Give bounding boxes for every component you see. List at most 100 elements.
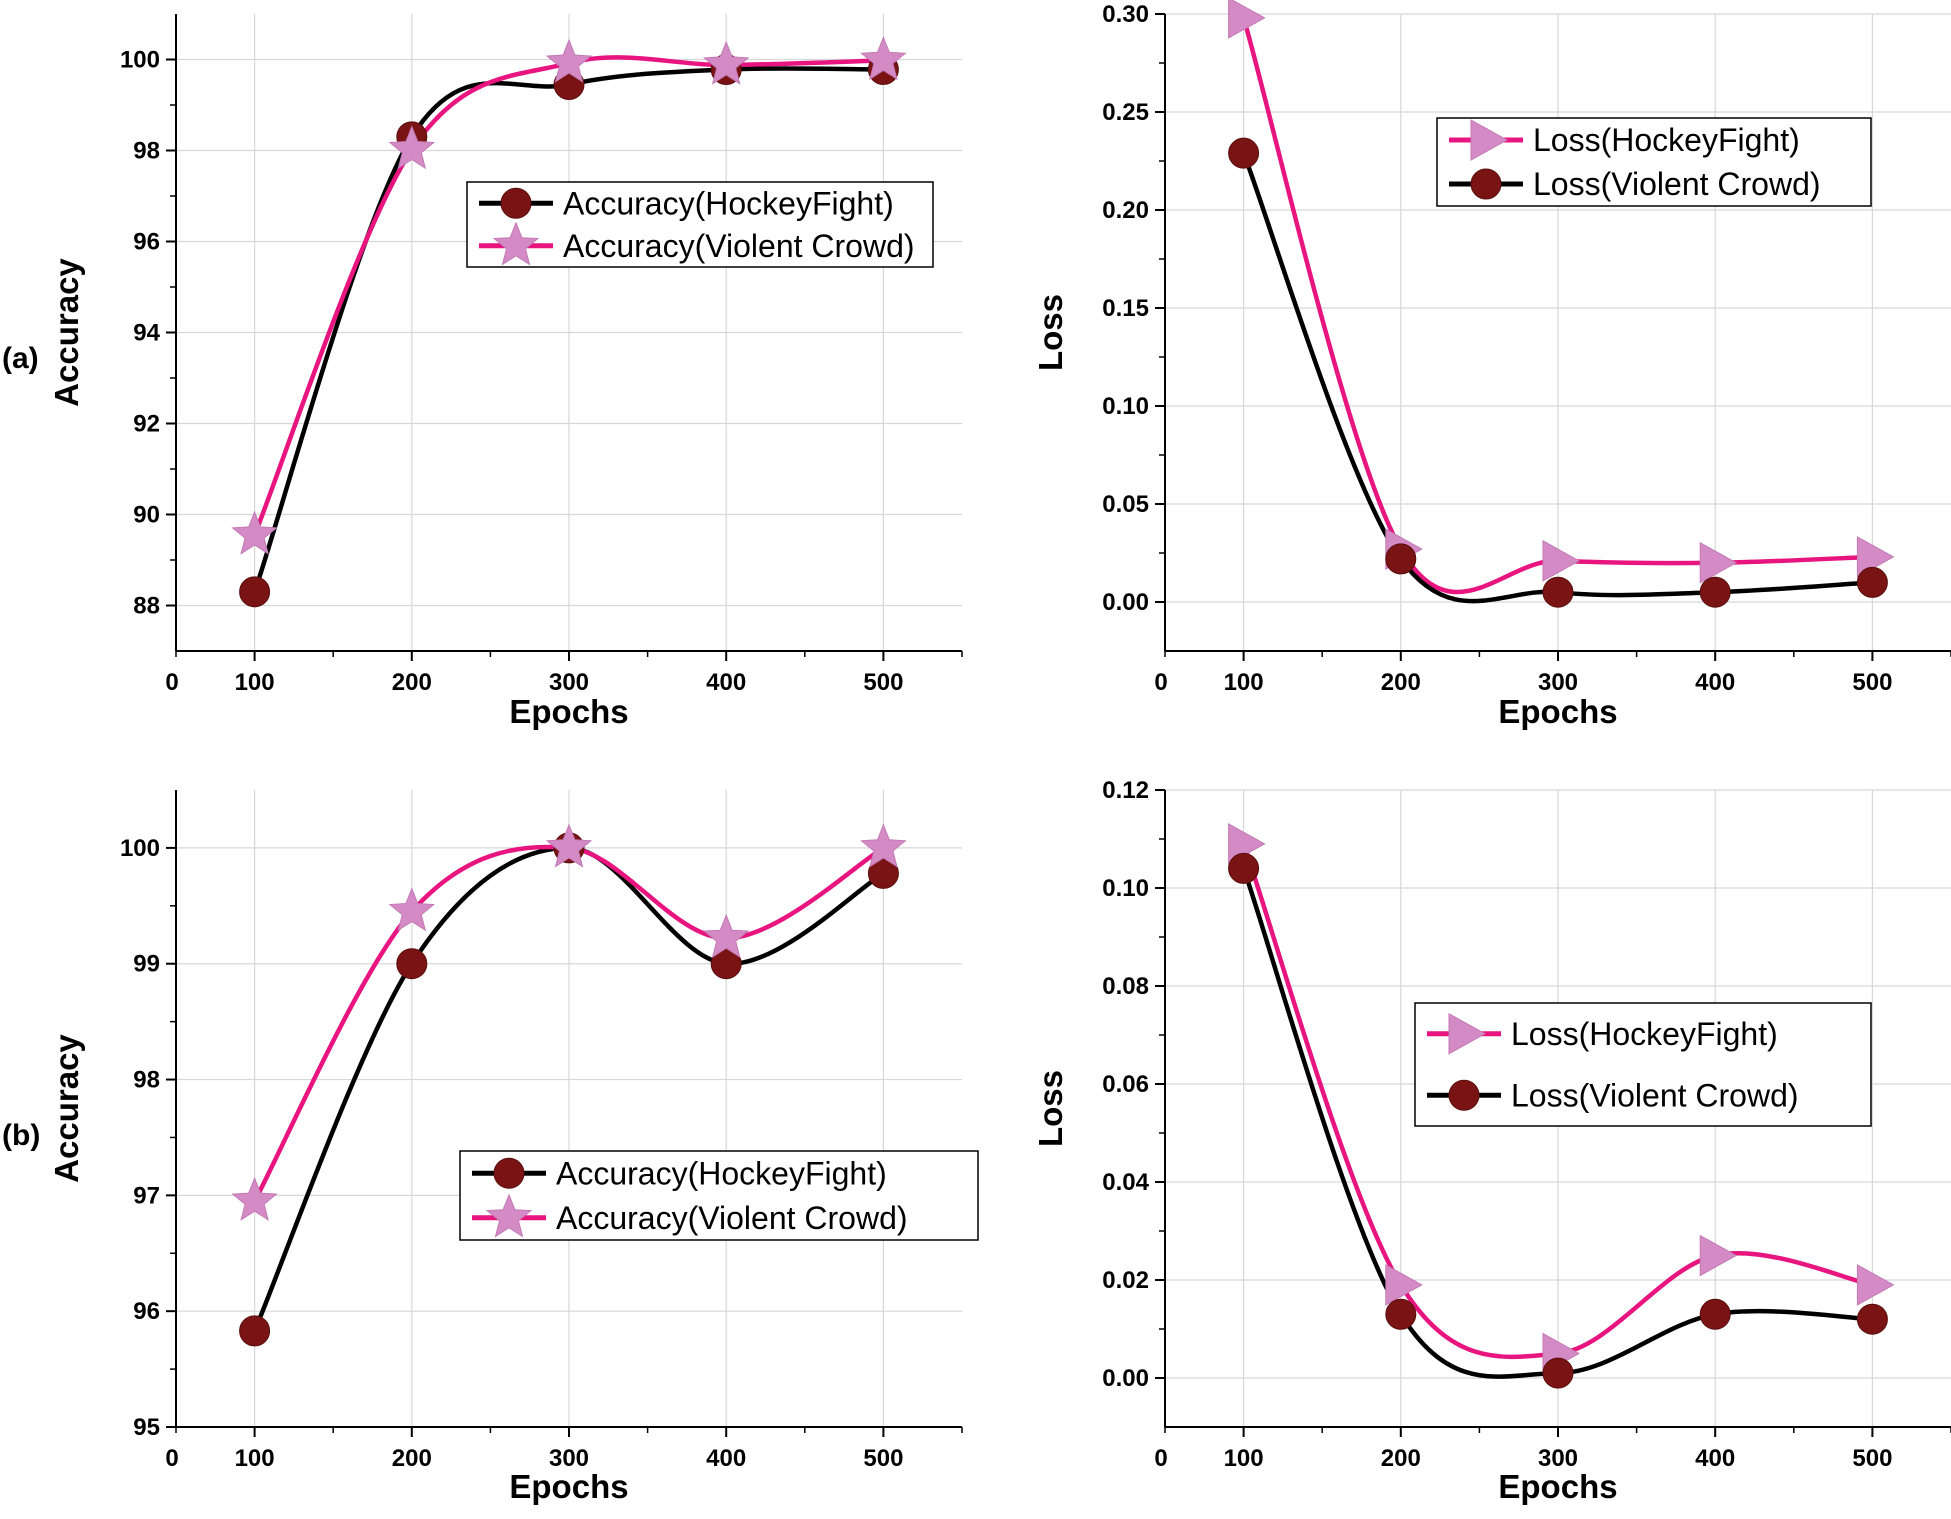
legend-marker (493, 1157, 525, 1189)
data-point (239, 1315, 271, 1347)
data-point (1228, 852, 1260, 884)
x-tick-label: 100 (1224, 669, 1264, 696)
x-tick-label: 200 (1381, 1445, 1421, 1472)
x-tick-label: 300 (549, 669, 589, 696)
row-label-b: (b) (2, 1119, 40, 1152)
x-axis-title: Epochs (1498, 693, 1617, 730)
x-tick-label: 500 (1852, 669, 1892, 696)
y-axis-title: Accuracy (48, 1034, 85, 1183)
y-tick-label: 92 (133, 411, 160, 438)
legend-marker (1448, 1079, 1480, 1111)
y-tick-label: 0.04 (1102, 1169, 1149, 1196)
legend-box (466, 181, 934, 268)
y-tick-label: 0.05 (1102, 491, 1149, 518)
legend-marker (1448, 1012, 1487, 1055)
legend-marker (485, 1193, 533, 1238)
x-axis-title: Epochs (509, 1468, 628, 1505)
data-point (388, 125, 435, 170)
series-line-2 (252, 55, 884, 536)
y-tick-label: 0.20 (1102, 197, 1149, 224)
legend-entry-label: Loss(Violent Crowd) (1533, 166, 1821, 202)
data-point (860, 36, 907, 81)
series-line-1 (252, 845, 885, 1332)
y-tick-label: 0.08 (1102, 973, 1149, 1000)
data-point (1228, 137, 1260, 169)
y-tick-label: 100 (120, 47, 160, 74)
x-origin-label: 0 (165, 1445, 178, 1472)
data-point (1699, 541, 1738, 584)
legend-entry-label: Loss(HockeyFight) (1533, 122, 1800, 158)
x-tick-label: 100 (235, 669, 275, 696)
data-point (545, 38, 593, 83)
data-point (1542, 1357, 1574, 1389)
data-point (860, 823, 907, 868)
x-origin-label: 0 (165, 669, 178, 696)
series-line-2 (1241, 152, 1873, 604)
y-tick-label: 98 (133, 1067, 160, 1094)
gridlines (176, 14, 962, 651)
row-label-a: (a) (2, 342, 39, 375)
data-point (1699, 1234, 1738, 1277)
x-tick-label: 300 (1538, 669, 1578, 696)
data-point (396, 948, 428, 980)
x-tick-label: 300 (1538, 1445, 1578, 1472)
y-axis-title: Accuracy (48, 258, 85, 407)
x-origin-label: 0 (1154, 1445, 1167, 1472)
data-point (1385, 543, 1417, 575)
y-tick-label: 0.06 (1102, 1071, 1149, 1098)
x-tick-label: 400 (706, 1445, 746, 1472)
y-tick-label: 99 (133, 951, 160, 978)
x-tick-label: 500 (863, 669, 903, 696)
data-point (703, 40, 750, 85)
y-tick-label: 95 (133, 1414, 160, 1441)
data-point (231, 510, 278, 555)
data-point (1542, 539, 1581, 582)
legend-box (459, 1150, 979, 1241)
y-tick-label: 98 (133, 138, 160, 165)
legend-entry-label: Accuracy(Violent Crowd) (556, 1200, 908, 1236)
data-point (231, 1176, 278, 1221)
legend-entry-label: Accuracy(Violent Crowd) (563, 228, 915, 264)
data-point (388, 887, 435, 932)
legend-marker (500, 187, 532, 219)
x-tick-label: 500 (1852, 1445, 1892, 1472)
y-tick-label: 94 (133, 320, 160, 347)
x-tick-label: 400 (1695, 1445, 1735, 1472)
y-tick-label: 88 (133, 593, 160, 620)
legend-marker (1470, 119, 1509, 161)
legend-entry-label: Accuracy(HockeyFight) (563, 185, 894, 221)
legend-box (1436, 117, 1872, 207)
legend: Accuracy(HockeyFight) Accuracy(Violent Cr… (459, 1150, 979, 1241)
data-point (1699, 576, 1731, 608)
data-point (1856, 1303, 1888, 1335)
y-tick-label: 100 (120, 835, 160, 862)
y-tick-label: 0.12 (1102, 777, 1149, 804)
series-line-2 (1241, 867, 1873, 1379)
x-tick-label: 200 (392, 669, 432, 696)
legend-entry-label: Loss(Violent Crowd) (1511, 1077, 1799, 1113)
data-point (1385, 1264, 1423, 1306)
legend-entry-label: Loss(HockeyFight) (1511, 1016, 1778, 1052)
data-point (1856, 536, 1895, 578)
gridlines (176, 790, 962, 1428)
y-tick-label: 0.25 (1102, 99, 1149, 126)
x-tick-label: 200 (392, 1445, 432, 1472)
legend: Accuracy(HockeyFight) Accuracy(Violent Cr… (466, 181, 934, 268)
legend-marker (492, 221, 540, 266)
y-tick-label: 0.10 (1102, 393, 1149, 420)
x-tick-label: 300 (549, 1445, 589, 1472)
data-point (1542, 576, 1574, 608)
y-tick-label: 0.30 (1102, 1, 1149, 28)
data-point (1856, 1264, 1895, 1306)
data-point (1385, 1298, 1417, 1330)
y-axis-title: Loss (1032, 1070, 1069, 1147)
y-tick-label: 0.10 (1102, 875, 1149, 902)
panel-a-loss: 0.00 0.05 0.10 0.15 0.20 0.25 0.30 100 200 300 400… (1032, 0, 1951, 730)
series-line-1 (1241, 843, 1873, 1360)
panel-b-loss: 0.00 0.02 0.04 0.06 0.08 0.10 0.12 100 200 300 400… (1032, 777, 1951, 1505)
data-point (1699, 1298, 1731, 1330)
legend: Loss(HockeyFight) Loss(Violent Crowd) (1414, 1002, 1872, 1127)
y-tick-label: 97 (133, 1182, 160, 1209)
x-tick-label: 400 (1695, 669, 1735, 696)
